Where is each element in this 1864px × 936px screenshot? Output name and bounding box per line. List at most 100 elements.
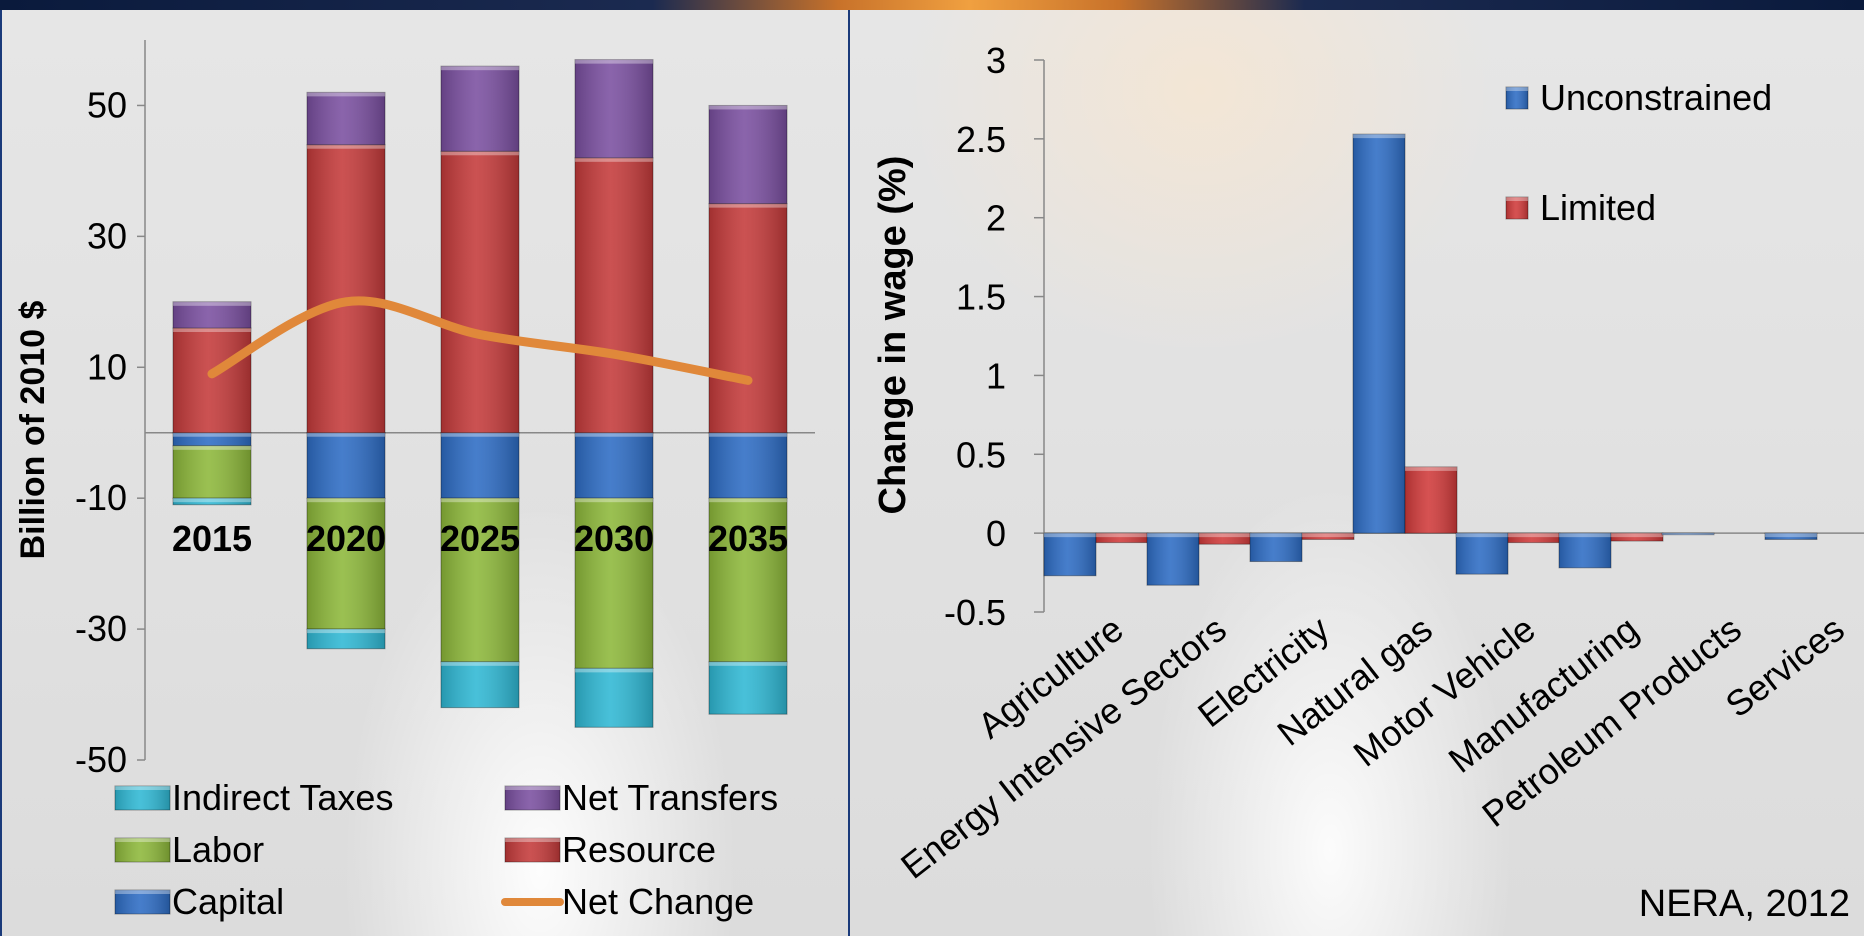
- y-tick-label: -50: [75, 739, 127, 780]
- y-tick-label: 30: [87, 215, 127, 256]
- bar-unconstrained: [1661, 532, 1715, 536]
- legend-swatch: [114, 785, 171, 811]
- legend-label: Labor: [172, 829, 264, 870]
- bar-resource: [440, 150, 520, 434]
- bar-net_transfers-highlight: [441, 66, 519, 71]
- bar-net_transfers-shade: [173, 301, 251, 328]
- legend-swatch-shade: [505, 786, 560, 810]
- bar-labor: [172, 445, 252, 499]
- bar-resource-highlight: [307, 144, 385, 149]
- bar-labor-shade: [441, 498, 519, 662]
- bar-resource-shade: [441, 151, 519, 433]
- bar-labor-highlight: [307, 498, 385, 503]
- bar-unconstrained-highlight: [1765, 533, 1817, 538]
- legend-swatch-shade: [115, 838, 170, 862]
- bar-unconstrained-highlight: [1559, 533, 1611, 538]
- legend-label: Resource: [562, 829, 716, 870]
- bar-capital: [440, 432, 520, 499]
- bar-labor-shade: [575, 498, 653, 669]
- bar-unconstrained-shade: [1765, 533, 1817, 540]
- bar-capital-shade: [575, 432, 653, 499]
- bar-unconstrained-shade: [1662, 533, 1714, 535]
- bar-resource: [306, 144, 386, 434]
- y-axis-title: Change in wage (%): [872, 156, 914, 515]
- frame-edge: [0, 10, 2, 936]
- bar-unconstrained-shade: [1044, 533, 1096, 576]
- x-category-label: Services: [1718, 608, 1852, 725]
- bar-unconstrained: [1146, 532, 1200, 586]
- bar-unconstrained-highlight: [1250, 533, 1302, 538]
- bar-unconstrained-highlight: [1353, 134, 1405, 139]
- legend-swatch-shade: [1506, 197, 1528, 219]
- bar-limited-highlight: [1199, 533, 1251, 538]
- bar-indirect_taxes-highlight: [307, 629, 385, 634]
- bar-labor-shade: [307, 498, 385, 630]
- bar-indirect_taxes-shade: [173, 498, 251, 505]
- bar-capital: [574, 432, 654, 499]
- x-category-label: 2035: [708, 518, 788, 559]
- bar-limited-shade: [1096, 533, 1148, 543]
- bar-unconstrained-shade: [1250, 533, 1302, 562]
- y-tick-label: -0.5: [944, 592, 1006, 633]
- bar-limited: [1095, 532, 1149, 544]
- bar-net_transfers-shade: [307, 92, 385, 145]
- legend-swatch-shade: [1506, 87, 1528, 109]
- bar-limited: [1610, 532, 1664, 542]
- bar-indirect_taxes-highlight: [441, 661, 519, 666]
- bar-unconstrained: [1043, 532, 1097, 577]
- bar-resource-highlight: [173, 328, 251, 332]
- legend-swatch-highlight: [115, 838, 170, 842]
- y-tick-label: 1: [986, 355, 1006, 396]
- bar-labor: [574, 497, 654, 669]
- bar-net_transfers-shade: [709, 105, 787, 204]
- bar-limited-highlight: [1405, 466, 1457, 471]
- bar-limited-highlight: [1611, 533, 1663, 538]
- bar-limited: [1301, 532, 1355, 540]
- net-change-line: [207, 296, 753, 385]
- bar-net_transfers: [172, 301, 252, 329]
- bar-indirect_taxes-shade: [307, 629, 385, 649]
- bar-resource: [574, 157, 654, 434]
- bar-indirect_taxes: [440, 661, 520, 709]
- bar-capital-highlight: [575, 432, 653, 437]
- bar-capital-highlight: [709, 432, 787, 437]
- bar-unconstrained: [1352, 133, 1406, 534]
- bar-indirect_taxes-highlight: [709, 661, 787, 666]
- bar-unconstrained-highlight: [1456, 533, 1508, 538]
- legend-label: Unconstrained: [1540, 77, 1772, 118]
- bar-labor: [708, 497, 788, 663]
- legend-label: Net Change: [562, 881, 754, 922]
- x-category-label: 2025: [440, 518, 520, 559]
- bar-limited-highlight: [1302, 533, 1354, 538]
- legend-swatch: [114, 889, 171, 915]
- bar-net_transfers-shade: [441, 66, 519, 152]
- legend-swatch-highlight: [505, 838, 560, 842]
- bar-labor: [440, 497, 520, 663]
- legend-label: Indirect Taxes: [172, 777, 393, 818]
- bar-net_transfers-highlight: [173, 301, 251, 306]
- bar-labor-shade: [173, 445, 251, 499]
- legend-label: Limited: [1540, 187, 1656, 228]
- bar-labor-highlight: [441, 498, 519, 503]
- legend-swatch-highlight: [1506, 87, 1528, 91]
- source-note: NERA, 2012: [1639, 883, 1850, 925]
- bar-net_transfers-shade: [575, 59, 653, 158]
- bar-limited: [1404, 466, 1458, 534]
- x-category-label: 2030: [574, 518, 654, 559]
- bar-labor-highlight: [709, 498, 787, 503]
- legend-swatch: [504, 785, 561, 811]
- bar-unconstrained: [1455, 532, 1509, 575]
- bar-capital: [708, 432, 788, 499]
- bar-indirect_taxes: [306, 628, 386, 650]
- bar-net_transfers: [574, 59, 654, 159]
- bar-limited: [1198, 532, 1252, 545]
- bar-capital-shade: [441, 432, 519, 499]
- y-tick-label: -10: [75, 477, 127, 518]
- bar-resource-shade: [173, 328, 251, 433]
- bar-unconstrained: [1764, 532, 1818, 540]
- y-axis-title: Billion of 2010 $: [14, 300, 52, 559]
- y-tick-label: -30: [75, 608, 127, 649]
- bar-labor-highlight: [575, 498, 653, 503]
- bar-limited: [1507, 532, 1561, 544]
- bar-indirect_taxes-highlight: [173, 498, 251, 503]
